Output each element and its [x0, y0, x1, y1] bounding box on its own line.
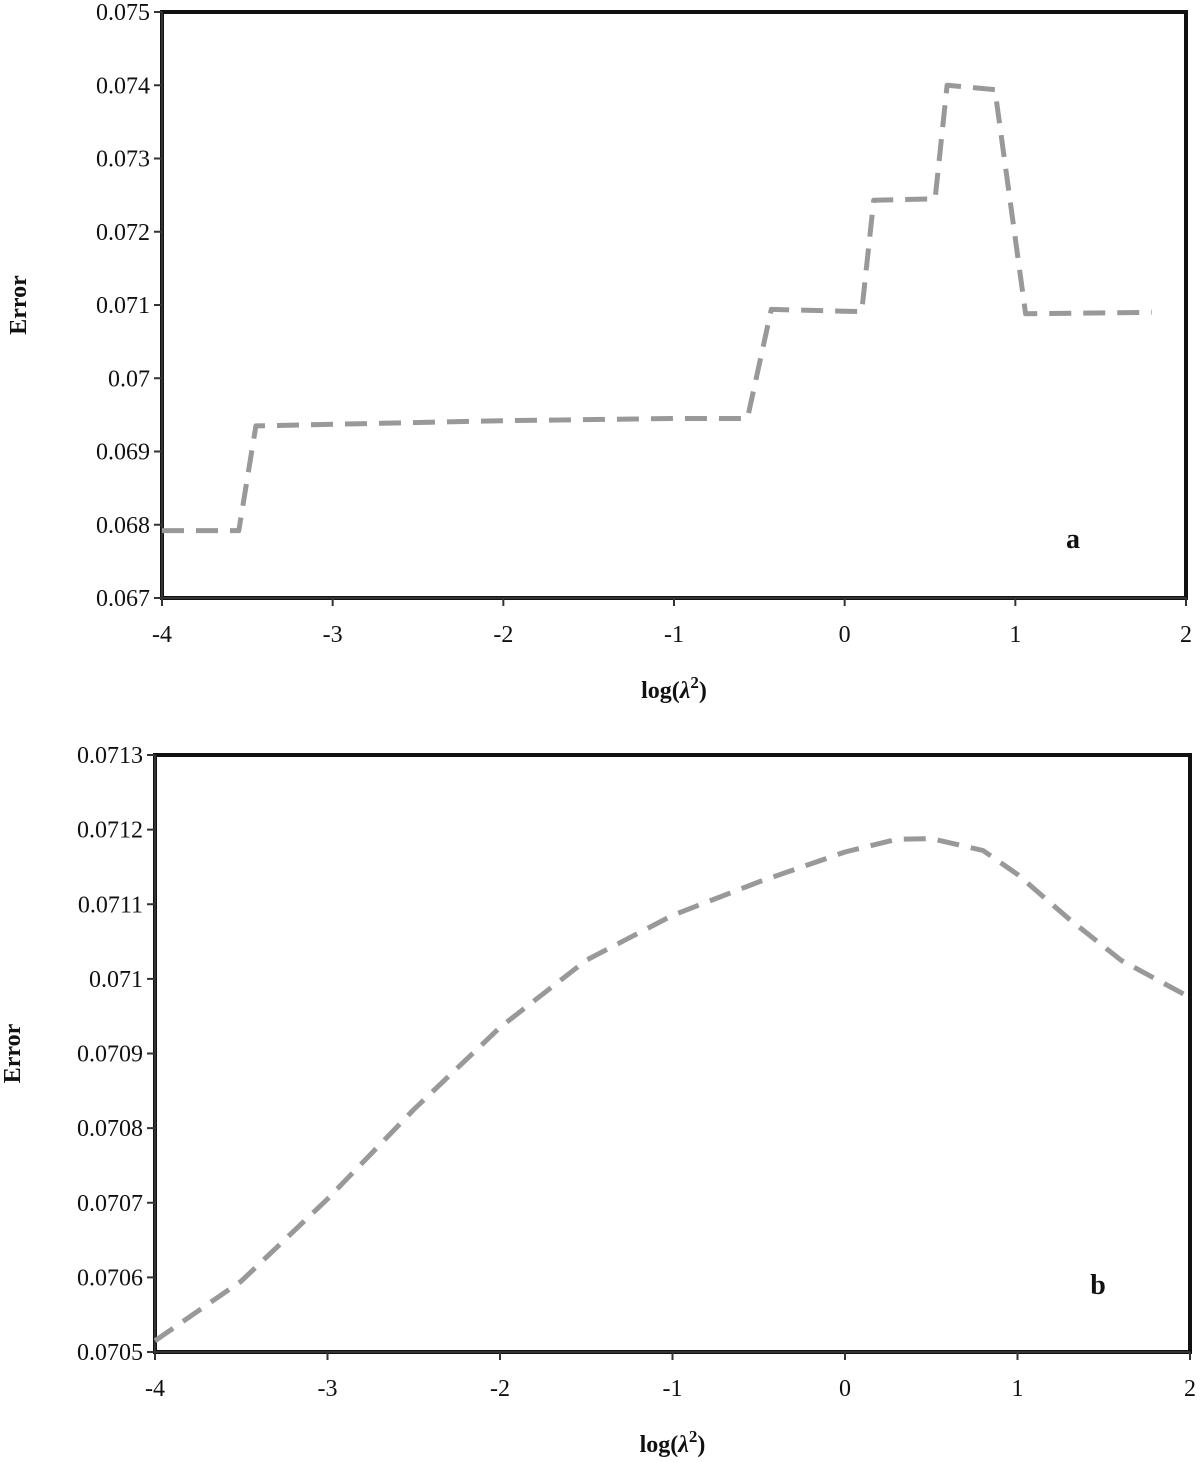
panel-a-y-tick-label: 0.067	[96, 586, 150, 612]
panel-a-series-line	[162, 82, 1152, 534]
panel-a-x-tick-label: -3	[323, 622, 343, 648]
panel-a-x-tick-label: 1	[1009, 622, 1021, 648]
panel-b-x-title-var: λ	[677, 1432, 689, 1457]
panel-a-letter: a	[1066, 524, 1080, 555]
panel-a-x-title-main: log(	[641, 678, 680, 704]
panel-a-y-tick-label: 0.069	[96, 440, 150, 466]
panel-a-y-axis-title: Error	[6, 275, 32, 335]
panel-b-series-line	[153, 836, 1192, 1343]
panel-b-x-tick-label: -4	[145, 1376, 165, 1402]
panel-b-y-tick-label: 0.0712	[77, 818, 143, 844]
panel-a-plot-frame	[160, 10, 1188, 600]
panel-b-y-tick-label: 0.071	[89, 967, 143, 993]
panel-b-x-tick-label: 1	[1012, 1376, 1024, 1402]
panel-b-x-title-main: log(	[640, 1432, 679, 1457]
panel-a-chart: 0.067 0.068 0.069 0.07 0.071 0.072 0.073 0.074 0…	[6, 0, 1192, 704]
panel-a-x-tick-label: -1	[664, 622, 684, 648]
panel-a-x-tick-label: -4	[152, 622, 172, 648]
panel-b-x-tick-label: -2	[490, 1376, 510, 1402]
panel-b-x-title-close: )	[697, 1432, 705, 1457]
panel-b-y-tick-label: 0.0708	[77, 1116, 143, 1142]
panel-b-y-axis-title: Error	[0, 1023, 26, 1083]
panel-b-x-axis-title: log(λ2)	[640, 1427, 706, 1457]
panel-a-x-title-sup: 2	[690, 673, 699, 692]
panel-b-y-tick-label: 0.0707	[77, 1191, 143, 1217]
panel-b-y-tick-label: 0.0706	[77, 1265, 143, 1291]
panel-b-x-tick-label: 0	[839, 1376, 851, 1402]
panel-a-y-tick-label: 0.07	[108, 366, 150, 392]
panel-a-y-tick-label: 0.073	[96, 147, 150, 173]
panel-b-x-tick-label: -1	[663, 1376, 683, 1402]
panel-b-y-tick-label: 0.0705	[77, 1340, 143, 1366]
panel-a-x-tick-label: 2	[1180, 622, 1192, 648]
panel-b-y-tick-label: 0.0713	[77, 743, 143, 769]
panel-b-y-tick-label: 0.0711	[78, 892, 143, 918]
panel-b-chart: 0.0705 0.0706 0.0707 0.0708 0.0709 0.071 0.071…	[0, 743, 1196, 1458]
panel-a-y-tick-label: 0.075	[96, 0, 150, 26]
panel-a-y-tick-label: 0.074	[96, 73, 150, 99]
panel-b-plot-frame	[153, 753, 1192, 1354]
panel-b-x-tick-label: 2	[1184, 1376, 1196, 1402]
panel-b-y-tick-label: 0.0709	[77, 1042, 143, 1068]
panel-a-x-axis-title: log(λ2)	[641, 673, 707, 704]
panel-b-x-title-sup: 2	[689, 1427, 698, 1446]
panel-a-y-tick-label: 0.068	[96, 513, 150, 539]
panel-b-letter: b	[1090, 1270, 1106, 1301]
panel-a-x-tick-label: -2	[493, 622, 513, 648]
panel-a-x-tick-label: 0	[839, 622, 851, 648]
panel-a-y-tick-label: 0.072	[96, 220, 150, 246]
panel-a-x-title-close: )	[699, 678, 707, 704]
panel-b-x-tick-label: -3	[318, 1376, 338, 1402]
panel-a-x-title-var: λ	[679, 678, 691, 704]
panel-a-y-tick-label: 0.071	[96, 293, 150, 319]
